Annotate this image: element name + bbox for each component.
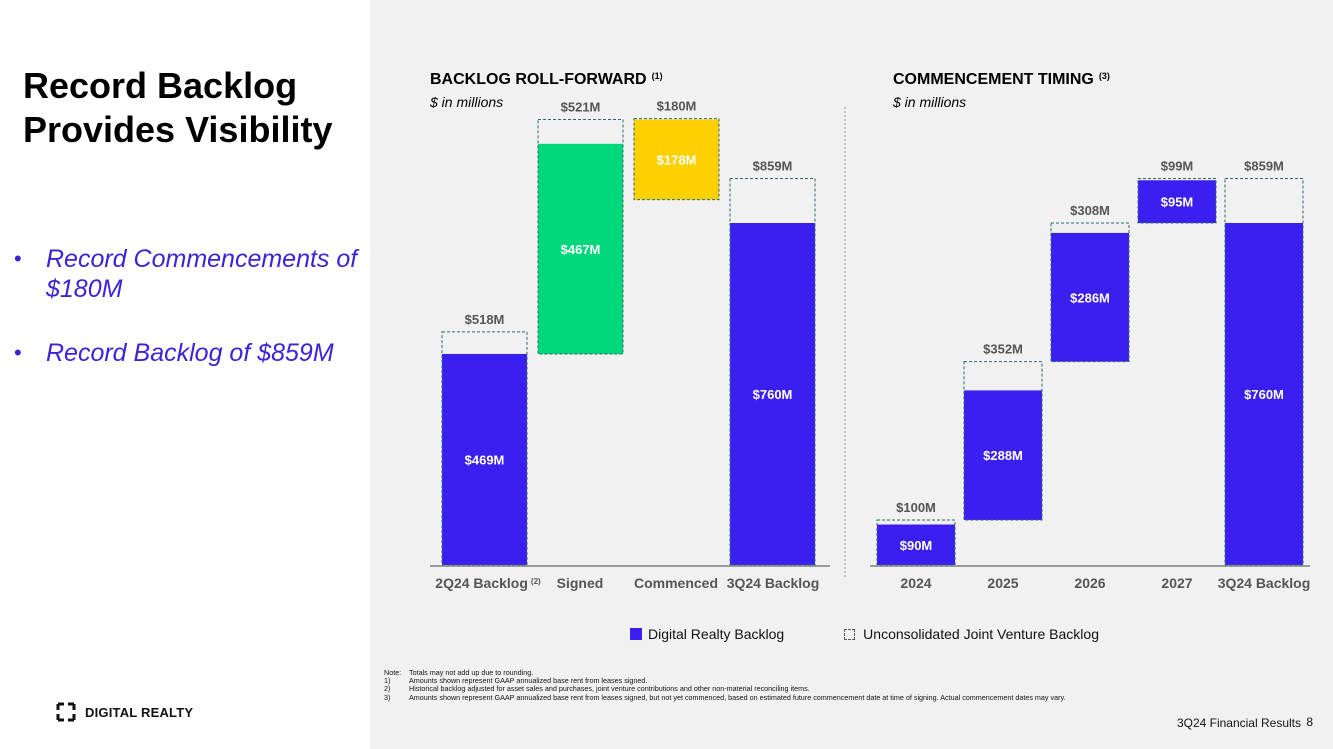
bar-value-label: $469M bbox=[465, 452, 505, 467]
bar-total-label: $352M bbox=[983, 342, 1023, 357]
page-title: Record Backlog Provides Visibility bbox=[23, 65, 333, 150]
bar-consolidated bbox=[538, 143, 623, 354]
footer-text: 3Q24 Financial Results bbox=[1176, 716, 1301, 730]
bar-jv-outline bbox=[1050, 222, 1130, 363]
chart-subtitle: $ in millions bbox=[429, 94, 503, 110]
bar-jv-outline bbox=[729, 177, 816, 566]
category-label: Commenced bbox=[634, 575, 718, 591]
chart-legend: Digital Realty Backlog Unconsolidated Jo… bbox=[630, 626, 1159, 642]
footnote-line: 3) Amounts shown represent GAAP annualize… bbox=[384, 692, 1066, 702]
bar-value-label: $288M bbox=[983, 448, 1023, 463]
chart-subtitle: $ in millions bbox=[892, 94, 966, 110]
bar-value-label: $760M bbox=[753, 387, 793, 402]
bar-value-label: $95M bbox=[1161, 195, 1194, 210]
logo-text: DIGITAL REALTY bbox=[85, 704, 194, 720]
legend-swatch-solid bbox=[630, 628, 642, 640]
bar-total-label: $859M bbox=[753, 158, 793, 173]
bracket-logo-icon bbox=[56, 702, 76, 722]
bar-value-label: $178M bbox=[657, 153, 697, 168]
bar-consolidated bbox=[964, 390, 1042, 520]
page-number: 8 bbox=[1306, 715, 1313, 729]
bar-total-label: $100M bbox=[896, 500, 936, 515]
footnotes: Note: Totals may not add up due to roundi… bbox=[384, 668, 1264, 702]
bar-consolidated bbox=[1225, 223, 1303, 565]
bar-value-label: $467M bbox=[561, 242, 601, 257]
footnote-line: 2) Historical backlog adjusted for asset … bbox=[384, 684, 810, 694]
bullet-dot-icon: • bbox=[14, 246, 22, 271]
chart-title: COMMENCEMENT TIMING (3) bbox=[893, 71, 1110, 88]
legend-swatch-dashed bbox=[844, 628, 856, 640]
legend-item-digital-realty: Digital Realty Backlog bbox=[630, 626, 784, 642]
bar-jv-outline bbox=[633, 118, 720, 201]
bar-consolidated bbox=[877, 524, 955, 565]
category-label: Signed bbox=[557, 575, 604, 591]
company-logo: DIGITAL REALTY bbox=[56, 702, 193, 722]
bullet-dot-icon: • bbox=[14, 340, 22, 365]
bar-total-label: $99M bbox=[1161, 158, 1194, 173]
bar-consolidated bbox=[1138, 180, 1216, 223]
chart-title: BACKLOG ROLL-FORWARD (1) bbox=[430, 71, 663, 88]
bar-jv-outline bbox=[876, 519, 956, 566]
category-label: 3Q24 Backlog bbox=[1218, 575, 1311, 591]
legend-label: Digital Realty Backlog bbox=[648, 626, 785, 642]
backlog-rollforward-chart: $469M $518M 2Q24 Backlog (2) $467M $521M Signe… bbox=[430, 99, 830, 591]
left-panel bbox=[0, 0, 370, 749]
bar-total-label: $859M bbox=[1244, 158, 1284, 173]
bar-consolidated bbox=[730, 223, 815, 565]
bar-value-label: $286M bbox=[1070, 290, 1110, 305]
bullet-backlog: • Record Backlog of $859M bbox=[14, 338, 364, 368]
bar-jv-outline bbox=[441, 331, 528, 566]
bar-total-label: $521M bbox=[561, 100, 601, 115]
bar-jv-outline bbox=[1224, 177, 1304, 566]
commencement-timing-chart: $90M $100M 2024 $288M $352M 2025 $286M $308M 202… bbox=[870, 158, 1310, 591]
bar-total-label: $518M bbox=[465, 312, 505, 327]
bar-total-label: $308M bbox=[1070, 203, 1110, 218]
bullet-text: Record Backlog of $859M bbox=[46, 339, 334, 367]
category-label: 2Q24 Backlog (2) bbox=[435, 575, 541, 591]
bar-consolidated bbox=[634, 119, 719, 200]
bar-jv-outline bbox=[537, 119, 624, 355]
bar-consolidated bbox=[1051, 232, 1129, 362]
bullet-commencements: • Record Commencements of $180M bbox=[14, 244, 364, 304]
category-label: 3Q24 Backlog bbox=[727, 575, 820, 591]
bar-value-label: $760M bbox=[1244, 387, 1284, 402]
category-label: 2026 bbox=[1074, 575, 1105, 591]
bullet-list: • Record Commencements of $180M • Record… bbox=[14, 244, 364, 402]
bar-total-label: $180M bbox=[657, 99, 697, 114]
category-label: 2025 bbox=[987, 575, 1018, 591]
category-label: 2027 bbox=[1161, 575, 1192, 591]
bar-value-label: $90M bbox=[900, 538, 933, 553]
bar-consolidated bbox=[442, 353, 527, 565]
legend-item-jv: Unconsolidated Joint Venture Backlog bbox=[844, 626, 1099, 642]
legend-label: Unconsolidated Joint Venture Backlog bbox=[863, 626, 1099, 642]
footnote-line: Note: Totals may not add up due to roundi… bbox=[384, 668, 534, 677]
bar-jv-outline bbox=[1137, 177, 1217, 224]
footnote-line: 1) Amounts shown represent GAAP annualize… bbox=[384, 676, 648, 686]
footnote-marker: (2) bbox=[531, 577, 541, 586]
category-label: 2024 bbox=[900, 575, 931, 591]
chart-panel bbox=[370, 0, 1333, 749]
bar-jv-outline bbox=[963, 361, 1043, 521]
bullet-text: Record Commencements of $180M bbox=[46, 245, 358, 303]
